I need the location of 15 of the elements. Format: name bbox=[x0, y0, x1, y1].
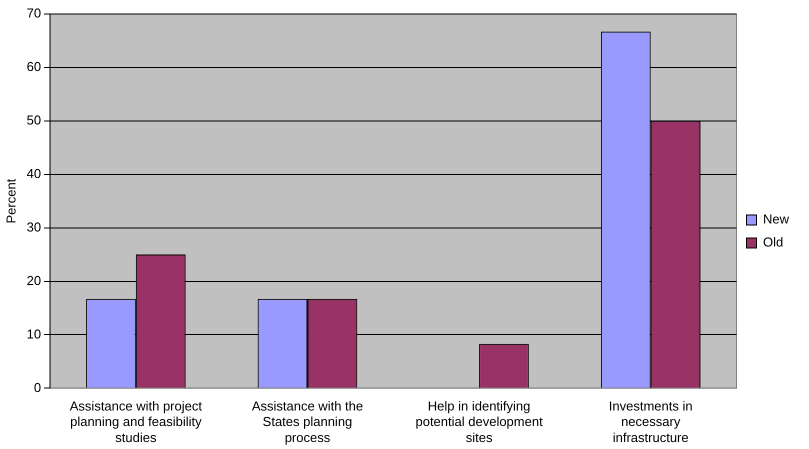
y-tick-label: 20 bbox=[26, 272, 42, 288]
y-tick-label: 30 bbox=[26, 219, 42, 234]
y-tick-label: 70 bbox=[26, 6, 42, 21]
y-tick-label: 0 bbox=[34, 380, 42, 395]
x-tick-label: Assistance with project planning and feasibility studies bbox=[70, 398, 202, 445]
y-tick-label: 60 bbox=[26, 59, 42, 74]
y-tick-label: 40 bbox=[26, 166, 42, 181]
y-axis-title: Percent bbox=[3, 178, 18, 224]
x-tick-label: Assistance with the States planning process bbox=[252, 398, 364, 445]
x-tick-label: Help in identifying potential development sites bbox=[415, 398, 544, 445]
y-tick-label: 10 bbox=[26, 326, 42, 342]
legend-label: New bbox=[762, 212, 790, 227]
y-tick-label: 50 bbox=[26, 112, 42, 128]
x-tick-label: Investments in necessary infrastructure bbox=[608, 398, 693, 445]
legend-label: Old bbox=[762, 234, 784, 250]
